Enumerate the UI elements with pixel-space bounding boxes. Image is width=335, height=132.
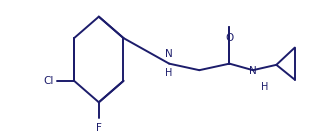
- Text: Cl: Cl: [43, 76, 53, 86]
- Text: H: H: [261, 82, 269, 92]
- Text: N: N: [165, 49, 173, 59]
- Text: H: H: [165, 68, 173, 78]
- Text: N: N: [249, 66, 257, 76]
- Text: F: F: [96, 122, 102, 132]
- Text: O: O: [225, 33, 233, 43]
